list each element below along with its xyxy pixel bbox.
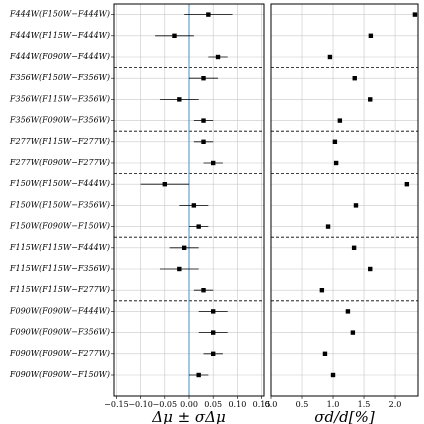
point xyxy=(351,245,357,250)
point xyxy=(201,139,206,144)
y-tick-label: F115W(F115W−F277W) xyxy=(9,285,110,294)
point xyxy=(210,160,216,166)
y-tick-label: F115W(F115W−F356W) xyxy=(9,264,110,273)
point xyxy=(332,139,338,144)
y-tick-label: F150W(F090W−F150W) xyxy=(9,222,110,231)
x-tick-label: 1.0 xyxy=(327,400,340,409)
point xyxy=(206,12,211,17)
y-tick-label: F090W(F090W−F444W) xyxy=(9,306,110,315)
x-tick-label: 0.15 xyxy=(253,400,271,409)
x-axis-label: σd/d[%] xyxy=(314,408,375,424)
point xyxy=(319,288,325,293)
point xyxy=(330,372,336,378)
point xyxy=(322,351,328,356)
point xyxy=(368,33,374,38)
point xyxy=(210,351,216,356)
x-tick-label: 0.0 xyxy=(265,400,278,409)
point xyxy=(210,330,216,335)
x-tick-label: 0.5 xyxy=(296,400,309,409)
point xyxy=(196,224,201,229)
point xyxy=(191,203,197,208)
point xyxy=(412,12,418,17)
point xyxy=(201,288,206,293)
y-tick-label: F115W(F115W−F444W) xyxy=(9,243,110,252)
point xyxy=(337,118,343,123)
point xyxy=(177,266,182,272)
point xyxy=(325,224,331,229)
y-tick-label: F444W(F115W−F444W) xyxy=(9,31,110,40)
x-tick-label: 1.5 xyxy=(358,400,371,409)
x-tick-label: −0.05 xyxy=(153,400,178,409)
x-tick-label: −0.10 xyxy=(128,400,153,409)
point xyxy=(404,182,410,187)
x-tick-label: 0.10 xyxy=(228,400,246,409)
point xyxy=(201,76,206,81)
y-tick-label: F356W(F150W−F356W) xyxy=(9,73,110,82)
y-tick-label: F277W(F115W−F277W) xyxy=(9,137,110,146)
y-tick-label: F090W(F090W−F150W) xyxy=(9,370,110,379)
plot-frame xyxy=(270,3,419,397)
point xyxy=(210,309,216,314)
x-tick-label: −0.15 xyxy=(104,400,129,409)
y-tick-label: F444W(F090W−F444W) xyxy=(9,52,110,61)
x-tick-label: 0.05 xyxy=(204,400,222,409)
plot-frame xyxy=(113,3,265,397)
point xyxy=(172,33,177,38)
point xyxy=(368,97,373,102)
point xyxy=(201,118,206,123)
y-tick-label: F090W(F090W−F277W) xyxy=(9,349,110,358)
x-axis-label: Δμ ± σΔμ xyxy=(151,408,226,424)
point xyxy=(196,372,201,378)
point xyxy=(368,266,373,272)
point xyxy=(177,97,182,102)
y-tick-label: F090W(F090W−F356W) xyxy=(9,328,110,337)
y-tick-label: F356W(F115W−F356W) xyxy=(9,94,110,103)
point xyxy=(181,245,187,250)
x-tick-label: 2.0 xyxy=(389,400,402,409)
point xyxy=(353,203,359,208)
point xyxy=(162,182,168,187)
point xyxy=(345,309,351,314)
point xyxy=(215,54,221,60)
y-tick-label: F444W(F150W−F444W) xyxy=(9,10,110,19)
point xyxy=(350,330,356,335)
y-tick-label: F150W(F150W−F444W) xyxy=(9,179,110,188)
point xyxy=(327,54,333,60)
point xyxy=(352,76,357,81)
y-tick-label: F150W(F150W−F356W) xyxy=(9,200,110,209)
y-tick-label: F356W(F090W−F356W) xyxy=(9,116,110,125)
y-tick-label: F277W(F090W−F277W) xyxy=(9,158,110,167)
x-tick-label: 0.00 xyxy=(180,400,198,409)
point xyxy=(333,160,339,166)
